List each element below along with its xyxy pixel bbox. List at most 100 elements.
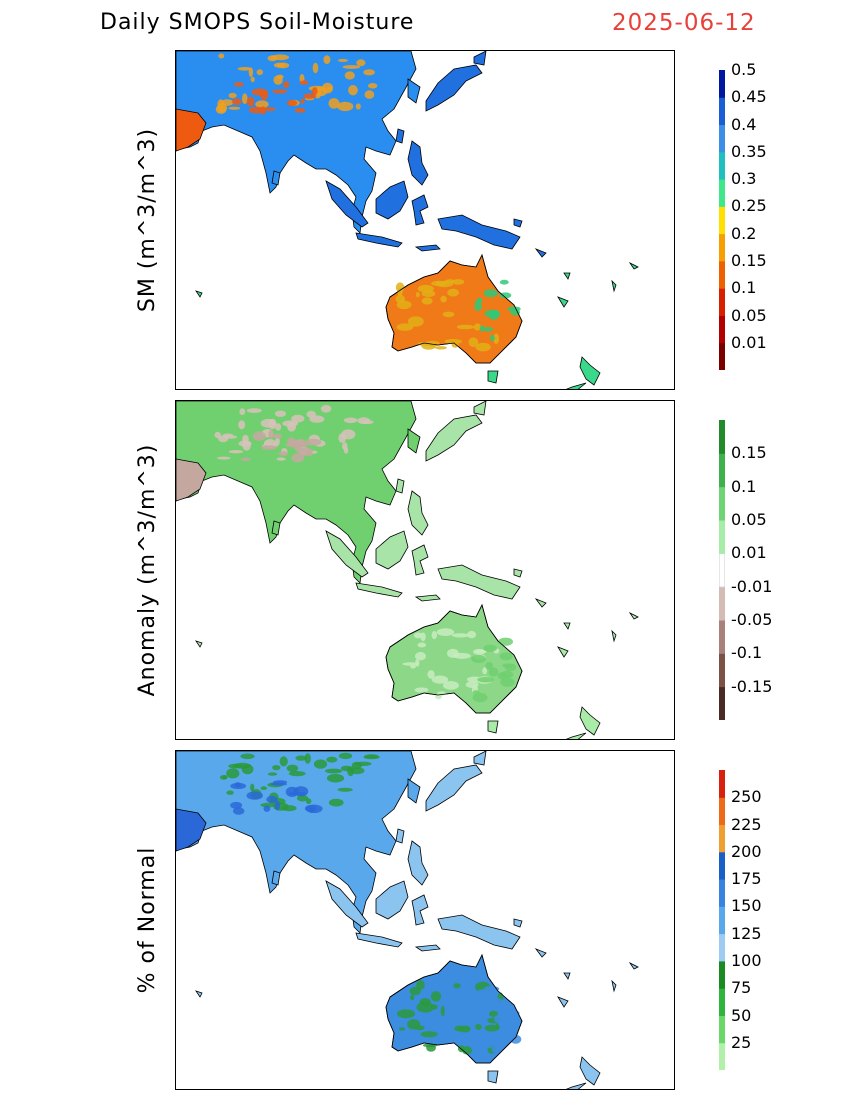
panel-pct-svg <box>176 751 639 1089</box>
texture-patch <box>239 408 246 416</box>
texture-patch <box>233 82 244 87</box>
texture-patch <box>356 59 366 67</box>
texture-patch <box>268 429 274 439</box>
colorbar-swatch <box>719 988 725 1016</box>
texture-patch <box>475 342 491 352</box>
texture-patch <box>300 98 305 104</box>
landmass-islA <box>628 961 639 970</box>
texture-patch <box>233 807 245 815</box>
texture-patch <box>298 447 313 456</box>
landmass-asia <box>176 401 417 584</box>
colorbar-tick-label: 250 <box>731 787 762 807</box>
texture-patch <box>494 1014 509 1024</box>
colorbar-tick-label: 150 <box>731 896 762 916</box>
landmass-papua <box>437 214 521 250</box>
texture-patch <box>479 325 485 332</box>
texture-patch <box>398 1027 406 1031</box>
texture-patch <box>337 58 348 62</box>
texture-patch <box>222 775 227 780</box>
texture-patch <box>451 633 470 638</box>
texture-patch <box>220 99 234 106</box>
colorbar-tick-label: 0.15 <box>731 443 767 463</box>
landmass-png_isl <box>513 918 523 928</box>
landmass-arabia <box>176 808 207 852</box>
texture-patch <box>260 786 267 791</box>
texture-patch <box>421 297 433 305</box>
landmass-vanuatu <box>611 979 617 993</box>
texture-patch <box>468 337 479 348</box>
texture-patch <box>232 98 242 106</box>
landmass-arabia <box>176 458 207 502</box>
landmass-sol <box>534 248 547 258</box>
landmass-nz_n <box>579 706 601 736</box>
texture-patch <box>291 453 305 463</box>
australia-outline <box>385 953 523 1064</box>
colorbar-swatch <box>719 686 725 720</box>
landmass-java <box>355 232 403 248</box>
landmass-philippines <box>407 490 429 536</box>
texture-patch <box>313 759 328 769</box>
colorbar-tick-label: 75 <box>731 978 752 998</box>
landmass-hokkaido <box>473 51 487 66</box>
texture-patch <box>452 279 465 285</box>
texture-patch <box>477 989 489 995</box>
texture-patch <box>493 333 500 345</box>
texture-patch <box>228 106 241 110</box>
texture-patch <box>296 794 309 802</box>
texture-patch <box>281 805 297 812</box>
texture-patch <box>416 980 425 990</box>
texture-patch <box>255 100 269 109</box>
texture-patch <box>303 93 316 99</box>
landmass-islB <box>195 290 203 298</box>
texture-patch <box>260 418 276 428</box>
texture-patch <box>364 90 375 99</box>
colorbar-svg <box>719 770 725 1070</box>
landmass-png_isl <box>513 218 523 228</box>
texture-patch <box>270 782 288 786</box>
texture-patch <box>410 664 416 669</box>
colorbar-swatch <box>719 233 725 262</box>
texture-patch <box>289 439 306 448</box>
texture-patch <box>226 768 240 779</box>
landmass-philippines <box>407 140 429 186</box>
colorbar-swatch <box>719 179 725 207</box>
landmass-borneo <box>375 530 409 570</box>
map-title: Daily SMOPS Soil-Moisture <box>100 10 415 35</box>
texture-patch <box>260 89 269 101</box>
landmass-japan <box>425 64 483 112</box>
texture-patch <box>467 630 477 639</box>
texture-patch <box>409 986 421 996</box>
colorbar-tick-label: 0.01 <box>731 332 767 352</box>
texture-patch <box>475 1023 482 1030</box>
landmass-sumatra <box>325 880 369 928</box>
texture-patch <box>344 71 355 80</box>
texture-patch <box>435 280 454 288</box>
texture-patch <box>250 783 255 792</box>
texture-patch <box>267 772 278 776</box>
texture-patch <box>484 1024 499 1032</box>
landmass-nz_s <box>565 1082 587 1089</box>
map-date: 2025-06-12 <box>612 10 756 36</box>
texture-patch <box>299 80 309 85</box>
texture-patch <box>436 628 455 636</box>
colorbar-tick-label: 100 <box>731 950 762 970</box>
texture-patch <box>484 309 501 318</box>
texture-patch <box>414 632 423 639</box>
landmass-korea <box>407 428 421 454</box>
panel-pct-colorbar <box>719 770 725 1070</box>
colorbar-tick-label: 125 <box>731 923 762 943</box>
texture-patch <box>338 433 346 443</box>
texture-patch <box>285 786 299 797</box>
colorbar-swatch <box>719 97 725 126</box>
landmass-islA <box>628 261 639 270</box>
texture-patch <box>274 410 287 417</box>
texture-patch <box>279 756 288 767</box>
texture-patch <box>363 69 375 76</box>
colorbar-swatch <box>719 770 725 798</box>
texture-patch <box>320 405 332 413</box>
landmass-nz_n <box>579 356 601 386</box>
colorbar-tick-label: -0.15 <box>731 676 773 696</box>
colorbar-svg <box>719 70 725 370</box>
texture-patch <box>417 642 427 648</box>
texture-patch <box>492 998 505 1010</box>
